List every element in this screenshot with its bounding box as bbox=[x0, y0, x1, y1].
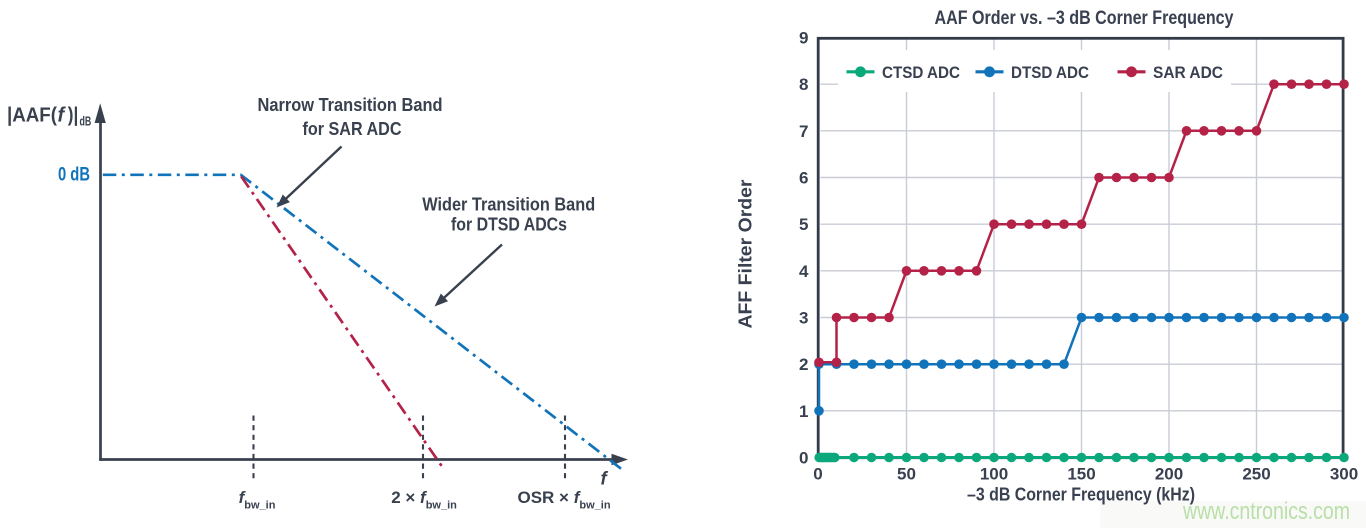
svg-text:f: f bbox=[601, 468, 609, 489]
svg-text:7: 7 bbox=[799, 122, 808, 141]
svg-text:–3 dB Corner Frequency (kHz): –3 dB Corner Frequency (kHz) bbox=[967, 485, 1195, 505]
svg-text:200: 200 bbox=[1155, 465, 1183, 484]
svg-text:3: 3 bbox=[799, 309, 808, 328]
svg-text:Narrow Transition Band: Narrow Transition Band bbox=[258, 94, 443, 115]
svg-text:DTSD ADC: DTSD ADC bbox=[1011, 63, 1089, 82]
svg-text:dB: dB bbox=[80, 114, 92, 128]
svg-text:www.cntronics.com: www.cntronics.com bbox=[1182, 498, 1350, 525]
svg-text:fbw_in: fbw_in bbox=[239, 488, 276, 511]
svg-text:Wider Transition Band: Wider Transition Band bbox=[422, 193, 595, 214]
svg-text:for SAR ADC: for SAR ADC bbox=[303, 118, 402, 139]
svg-text:4: 4 bbox=[799, 262, 809, 281]
svg-text:AFF Filter Order: AFF Filter Order bbox=[736, 180, 756, 329]
svg-text:150: 150 bbox=[1067, 465, 1095, 484]
svg-text:for DTSD ADCs: for DTSD ADCs bbox=[451, 213, 567, 234]
svg-text:SAR ADC: SAR ADC bbox=[1153, 63, 1223, 82]
svg-text:6: 6 bbox=[799, 169, 808, 188]
svg-text:0: 0 bbox=[813, 465, 822, 484]
svg-text:f: f bbox=[58, 104, 67, 126]
svg-text:250: 250 bbox=[1242, 465, 1270, 484]
svg-text:9: 9 bbox=[799, 29, 808, 48]
svg-text:0 dB: 0 dB bbox=[58, 164, 90, 185]
svg-text:300: 300 bbox=[1330, 465, 1358, 484]
svg-text:|AAF(: |AAF( bbox=[7, 104, 57, 126]
svg-text:50: 50 bbox=[897, 465, 916, 484]
svg-text:2: 2 bbox=[799, 355, 808, 374]
svg-text:1: 1 bbox=[799, 402, 808, 421]
svg-text:100: 100 bbox=[980, 465, 1008, 484]
svg-text:5: 5 bbox=[799, 215, 808, 234]
svg-text:0: 0 bbox=[799, 449, 808, 468]
svg-text:AAF Order vs. –3 dB Corner Fre: AAF Order vs. –3 dB Corner Frequency bbox=[935, 8, 1234, 29]
svg-text:)|: )| bbox=[68, 104, 79, 126]
svg-text:CTSD ADC: CTSD ADC bbox=[882, 63, 960, 82]
svg-text:8: 8 bbox=[799, 75, 808, 94]
